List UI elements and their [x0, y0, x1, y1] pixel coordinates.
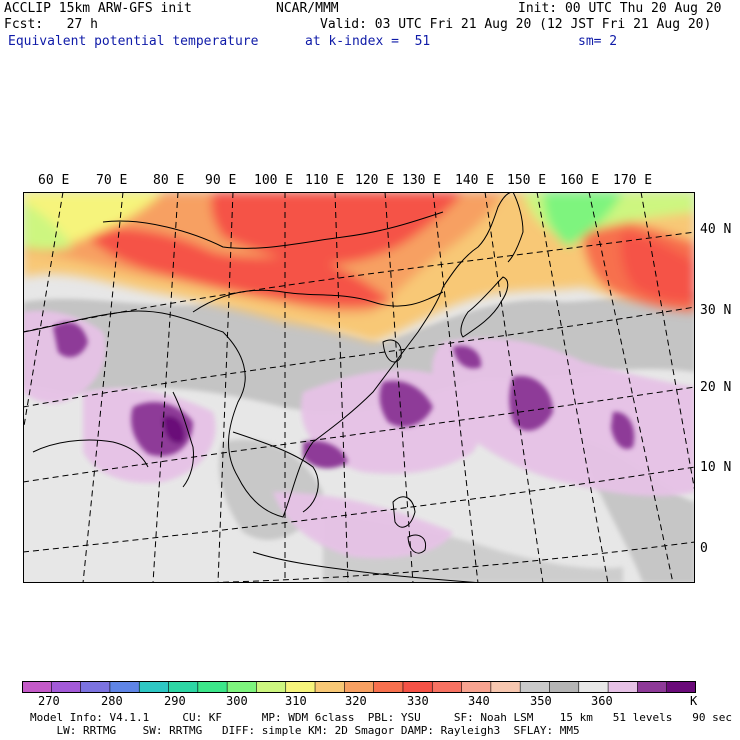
colorbar-swatch [285, 681, 316, 693]
org-label: NCAR/MMM [276, 1, 339, 16]
colorbar-swatch [549, 681, 580, 693]
forecast-hour: Fcst: 27 h [4, 17, 98, 32]
colorbar-swatch [109, 681, 140, 693]
colorbar-swatch [80, 681, 111, 693]
colorbar-label: 270 [38, 694, 60, 708]
lon-label: 70 E [96, 173, 128, 188]
lat-label: 0 [700, 541, 708, 556]
colorbar-swatch [432, 681, 463, 693]
smoothing-label: sm= 2 [578, 34, 618, 49]
colorbar-label: 310 [285, 694, 307, 708]
model-info-line1: Model Info: V4.1.1 CU: KF MP: WDM 6class… [30, 711, 732, 724]
colorbar-swatch [227, 681, 257, 693]
lon-label: 100 E [254, 173, 294, 188]
colorbar-swatch [520, 681, 550, 693]
level-label: at k-index = 51 [305, 34, 431, 49]
colorbar-label: 290 [164, 694, 186, 708]
lon-label: 150 E [507, 173, 547, 188]
lon-label: 160 E [560, 173, 600, 188]
tropical-purple [23, 310, 695, 559]
colorbar [22, 681, 696, 693]
init-time: Init: 00 UTC Thu 20 Aug 20 [518, 1, 722, 16]
deep-convection [53, 322, 635, 469]
lon-label: 60 E [38, 173, 70, 188]
colorbar-swatch [344, 681, 375, 693]
lon-label: 90 E [205, 173, 237, 188]
graticule [23, 192, 695, 583]
colorbar-swatch [608, 681, 638, 693]
colorbar-label: 320 [345, 694, 367, 708]
map-frame [23, 192, 695, 583]
colorbar-swatch [666, 681, 696, 693]
lat-label: 30 N [700, 303, 732, 318]
colorbar-swatch [315, 681, 345, 693]
lon-label: 110 E [305, 173, 345, 188]
colorbar-swatch [402, 681, 433, 693]
theta-e-map [23, 192, 695, 583]
lat-label: 40 N [700, 222, 732, 237]
colorbar-swatch [490, 681, 521, 693]
lon-label: 80 E [153, 173, 185, 188]
colorbar-swatch [22, 681, 52, 693]
colorbar-swatch [461, 681, 492, 693]
colorbar-label: 360 [591, 694, 613, 708]
colorbar-swatch [578, 681, 609, 693]
field-name: Equivalent potential temperature [8, 34, 259, 49]
colorbar-label: 280 [101, 694, 123, 708]
colorbar-swatch [256, 681, 287, 693]
colorbar-label: 300 [226, 694, 248, 708]
colorbar-swatch [51, 681, 82, 693]
colorbar-swatch [139, 681, 170, 693]
lon-label: 140 E [455, 173, 495, 188]
colorbar-swatch [637, 681, 668, 693]
colorbar-label: 350 [530, 694, 552, 708]
run-title: ACCLIP 15km ARW-GFS init [4, 1, 192, 16]
lat-label: 20 N [700, 380, 732, 395]
lon-label: 120 E [355, 173, 395, 188]
valid-time: Valid: 03 UTC Fri 21 Aug 20 (12 JST Fri … [320, 17, 712, 32]
colorbar-unit: K [690, 694, 698, 708]
colorbar-swatch [373, 681, 404, 693]
lat-label: 10 N [700, 460, 732, 475]
lon-label: 130 E [402, 173, 442, 188]
lon-label: 170 E [613, 173, 653, 188]
colorbar-frame [22, 681, 696, 693]
colorbar-swatch [197, 681, 228, 693]
colorbar-label: 340 [468, 694, 490, 708]
colorbar-label: 330 [407, 694, 429, 708]
model-info-line2: LW: RRTMG SW: RRTMG DIFF: simple KM: 2D … [30, 724, 580, 737]
colorbar-swatch [168, 681, 199, 693]
coastlines [23, 192, 524, 583]
